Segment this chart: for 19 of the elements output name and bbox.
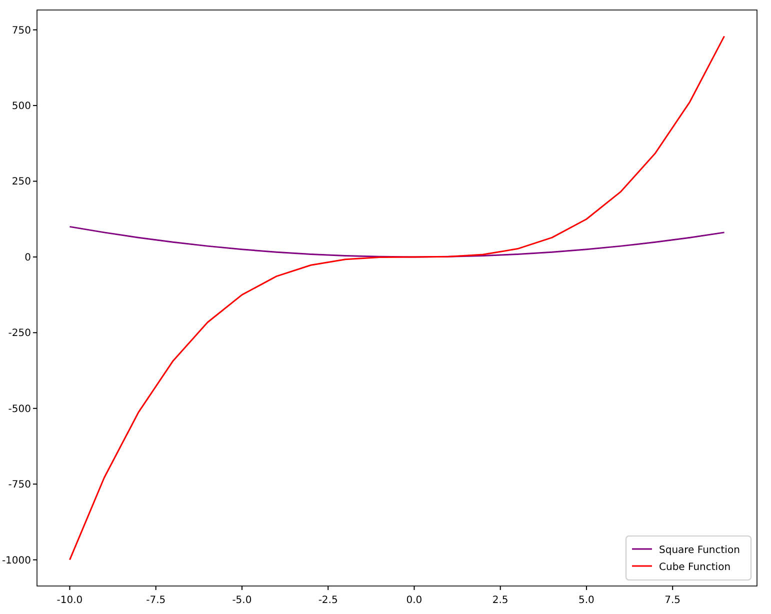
- x-tick-label: -2.5: [318, 595, 338, 606]
- y-tick-label: -250: [8, 328, 31, 340]
- y-tick-label: -1000: [2, 555, 31, 566]
- x-tick-label: 5.0: [578, 595, 594, 606]
- x-tick-label: -5.0: [232, 595, 252, 606]
- legend-label: Square Function: [659, 545, 740, 556]
- y-tick-label: 500: [12, 101, 31, 112]
- y-tick-label: 0: [24, 252, 31, 264]
- x-tick-label: -10.0: [56, 595, 83, 606]
- line-series: [68, 226, 726, 258]
- x-tick-label: 2.5: [492, 595, 508, 606]
- y-tick-label: 250: [12, 176, 31, 188]
- x-tick-label: -7.5: [146, 595, 166, 606]
- x-tick-label: 0.0: [406, 595, 422, 606]
- y-tick-label: -750: [8, 480, 31, 491]
- legend-label: Cube Function: [659, 562, 731, 573]
- y-tick-label: -500: [8, 404, 31, 415]
- y-tick-label: 750: [12, 25, 31, 36]
- x-tick-label: 7.5: [664, 595, 681, 606]
